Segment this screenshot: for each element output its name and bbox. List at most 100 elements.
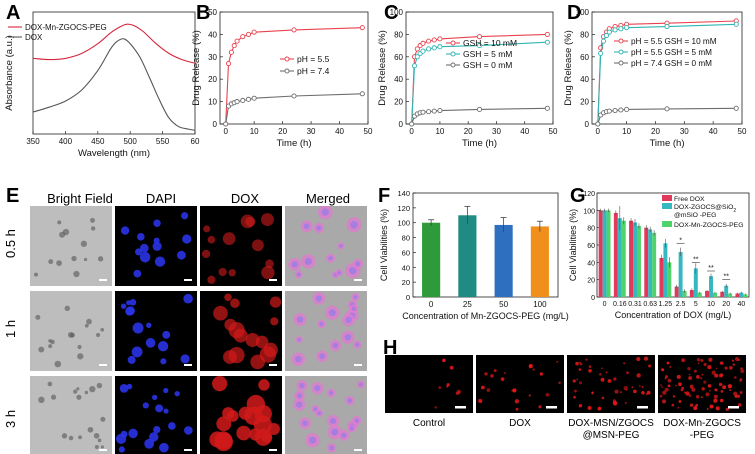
merged-nucleus — [358, 382, 363, 387]
y-tick-label: 10 — [208, 98, 217, 107]
bar — [743, 294, 748, 297]
data-point — [544, 105, 550, 111]
merged-nucleus — [329, 417, 337, 425]
image-label-line: DOX-MSN/ZGOCS — [568, 418, 654, 429]
dox-signal — [213, 305, 228, 321]
dead-cell-signal — [739, 391, 743, 394]
nucleus — [152, 241, 162, 251]
y-axis-label: Drug Release (%) — [563, 30, 574, 106]
dead-cell-signal — [665, 375, 668, 379]
panel-letter-d: D — [567, 2, 582, 24]
y-tick-label: 0 — [213, 120, 218, 129]
dead-cell-signal — [572, 379, 576, 383]
bar — [682, 290, 687, 297]
merged-nucleus — [328, 390, 334, 396]
chart-g-dox-viability: 0 20 40 60 80 100 120 0 0.16 0.31 0.63 1.25 2.5 5 10 20… — [568, 191, 750, 320]
dead-cell-signal — [734, 356, 740, 362]
dead-cell-signal — [711, 370, 716, 375]
nucleus — [160, 358, 167, 365]
dead-cell-signal — [607, 379, 612, 383]
cell-shadow — [73, 270, 80, 278]
merged-nucleus — [332, 342, 339, 349]
bar — [458, 215, 477, 297]
dead-cell-signal — [558, 381, 561, 384]
plot-frame — [219, 11, 369, 125]
dead-cell-signal — [633, 389, 637, 394]
x-axis-label: Concentration of Mn-ZGOCS-PEG (mg/L) — [402, 311, 569, 321]
x-tick-label: 350 — [26, 137, 40, 146]
panel-letter-c: C — [384, 2, 399, 24]
data-point — [664, 106, 670, 112]
dead-cell-signal — [700, 359, 704, 362]
nucleus — [168, 422, 176, 430]
legend-swatch — [662, 221, 672, 227]
column-header-bright-field: Bright Field — [47, 191, 113, 206]
merged-nucleus — [315, 295, 323, 302]
plot-frame — [591, 11, 743, 125]
dead-cell-signal — [515, 407, 519, 411]
dox-signal — [228, 322, 245, 339]
data-point — [606, 108, 612, 114]
dead-cell-signal — [700, 396, 703, 399]
merged-nucleus — [350, 221, 358, 229]
scale-bar — [184, 279, 192, 281]
micrograph-cells — [35, 305, 105, 368]
x-tick-label: 0.16 — [613, 301, 627, 308]
legend-marker — [450, 40, 456, 46]
x-tick-label: 10 — [435, 127, 444, 136]
legend-label: GSH = 10 mM — [463, 38, 517, 48]
cell-shadow — [62, 228, 70, 236]
nucleus — [131, 346, 143, 358]
dox-signal — [249, 428, 262, 441]
legend-marker — [618, 60, 624, 66]
dead-cell-signal — [648, 364, 652, 368]
x-tick-label: 0 — [603, 301, 607, 308]
legend-marker — [284, 56, 290, 62]
x-tick-label: 60 — [191, 137, 200, 146]
dead-cell-signal — [676, 374, 681, 379]
cell-shadow — [68, 435, 74, 441]
merged-nucleus — [355, 342, 360, 347]
x-tick-label: 5 — [694, 301, 698, 308]
image-label: DOX-MSN/ZGOCS @MSN-PEG — [567, 418, 655, 442]
dead-cell-signal — [623, 385, 628, 391]
image-label: DOX — [476, 418, 564, 430]
nucleus — [162, 330, 171, 339]
data-point — [420, 109, 426, 115]
row-label-1h: 1 h — [3, 319, 18, 338]
dox-signal — [209, 431, 226, 448]
data-point — [664, 24, 670, 30]
dead-cell-signal — [724, 366, 728, 370]
dead-cell-signal — [678, 382, 682, 387]
nucleus — [126, 383, 133, 390]
legend-label: pH = 7.4 GSH = 0 mM — [631, 59, 712, 68]
bar — [739, 292, 744, 297]
dead-cell-signal — [719, 398, 724, 403]
y-tick-label: 60 — [580, 53, 589, 62]
scale-bar — [184, 449, 192, 451]
panel-e-microscopy: Bright Field DAPI DOX Merged 0.5 h 1 h 3… — [0, 180, 370, 454]
dead-cell-signal — [700, 377, 703, 380]
nucleus — [163, 387, 169, 394]
nucleus — [120, 303, 127, 309]
dox-signal — [250, 354, 265, 370]
merged-nucleus — [321, 208, 329, 216]
panel-letter-e: E — [6, 185, 20, 207]
dead-cell-signal — [695, 394, 700, 399]
cell-shadow — [38, 396, 45, 404]
legend-label: @mSiO -PEG — [674, 212, 716, 219]
scale-bar — [99, 449, 107, 451]
merged-nucleus — [348, 266, 357, 275]
y-tick-label: 80 — [394, 30, 403, 39]
merged-nucleus — [339, 244, 343, 248]
data-point — [437, 108, 443, 114]
merged-nucleus — [313, 407, 318, 412]
dox-signal — [218, 267, 227, 277]
dead-cell-signal — [709, 404, 714, 409]
cell-shadow — [83, 257, 88, 262]
micrograph-cells — [201, 213, 275, 284]
legend-label: DOX-ZGOCS@SiO2 — [674, 204, 736, 214]
dead-cell-signal — [504, 372, 506, 374]
legend-label: Free DOX — [674, 196, 705, 203]
bar — [621, 220, 626, 297]
